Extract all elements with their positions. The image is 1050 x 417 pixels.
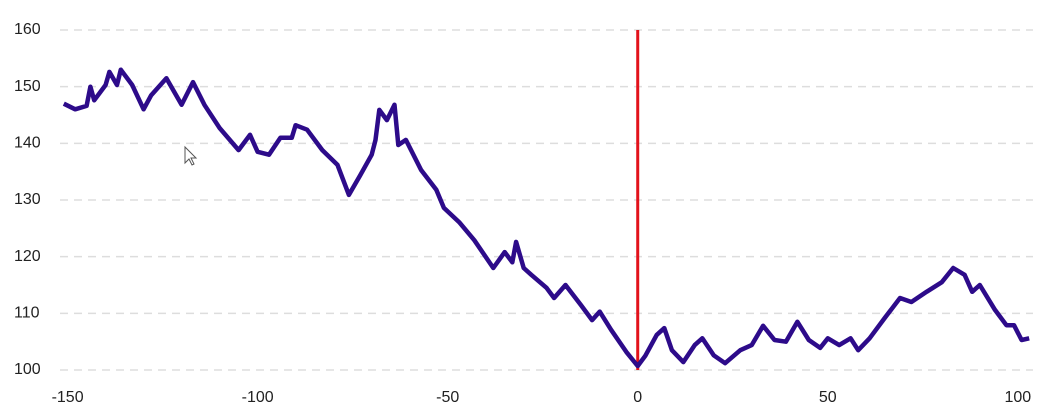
y-tick-label: 130 xyxy=(14,191,41,208)
x-tick-label: 0 xyxy=(633,389,642,406)
x-tick-label: -100 xyxy=(242,389,274,406)
y-tick-label: 140 xyxy=(14,135,41,152)
y-tick-label: 100 xyxy=(14,361,41,378)
y-tick-label: 110 xyxy=(14,305,40,322)
data-line xyxy=(62,67,1030,369)
plot: 100 110 120 130 140 150 160 -150 -100 -50 0 50 100 xyxy=(14,21,1033,406)
x-tick-label: -50 xyxy=(436,389,459,406)
x-tick-label: 100 xyxy=(1004,389,1031,406)
x-tick-label: 50 xyxy=(819,389,837,406)
y-tick-label: 150 xyxy=(14,78,41,95)
x-tick-label: -150 xyxy=(52,389,84,406)
y-tick-label: 120 xyxy=(14,248,41,265)
mouse-cursor xyxy=(184,145,198,166)
y-tick-label: 160 xyxy=(14,21,41,38)
